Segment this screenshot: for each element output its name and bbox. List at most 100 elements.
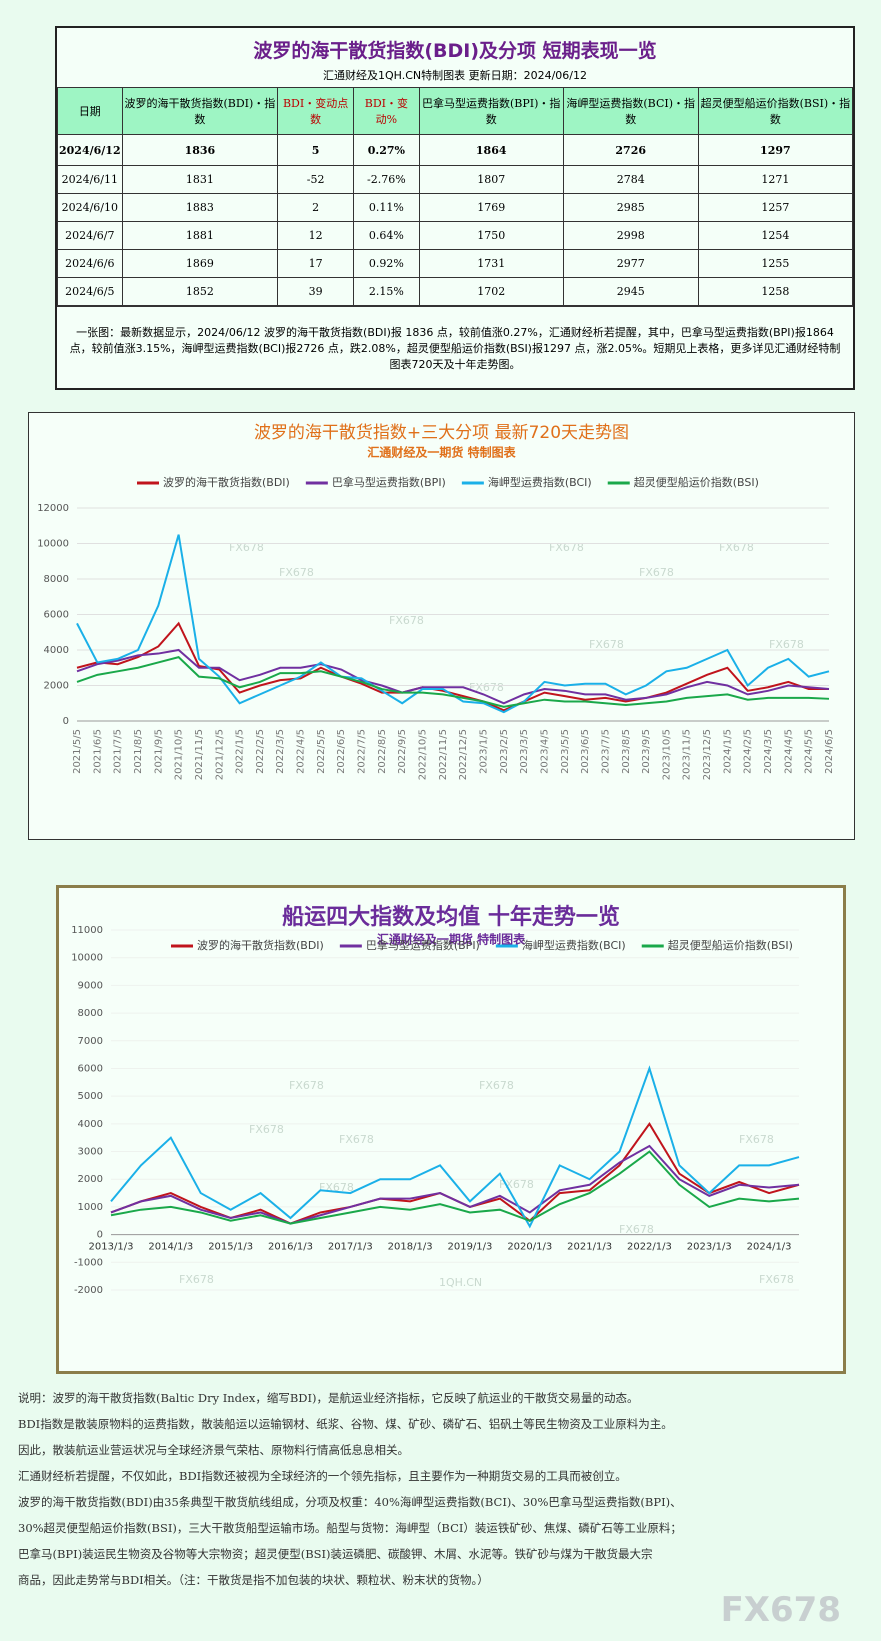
x-tick-label: 2023/6/5 xyxy=(580,729,591,774)
x-tick-label: 2024/6/5 xyxy=(824,729,835,774)
y-tick-label: 12000 xyxy=(37,503,69,514)
table-cell: 2024/6/5 xyxy=(57,277,123,306)
watermark: FX678 xyxy=(249,1123,284,1136)
x-tick-label: 2023/4/5 xyxy=(539,729,550,774)
table-cell: 2024/6/10 xyxy=(57,193,123,222)
note-line: 30%超灵便型船运价指数(BSI)，三大干散货船型运输市场。船型与货物：海岬型（… xyxy=(18,1521,682,1535)
column-header: 波罗的海干散货指数(BDI)・指数 xyxy=(121,87,279,135)
x-tick-label: 2024/1/3 xyxy=(747,1242,792,1253)
watermark: FX678 xyxy=(739,1133,774,1146)
legend-label: 海岬型运费指数(BCI) xyxy=(522,938,626,952)
table-cell: 0.64% xyxy=(353,221,420,250)
note-line: 说明：波罗的海干散货指数(Baltic Dry Index，缩写BDI)，是航运… xyxy=(18,1391,639,1405)
note-line: 汇通财经析若提醒，不仅如此，BDI指数还被视为全球经济的一个领先指标，且主要作为… xyxy=(18,1469,627,1483)
note-line: 巴拿马(BPI)装运民生物资及谷物等大宗物资；超灵便型(BSI)装运磷肥、碳酸钾… xyxy=(18,1547,653,1561)
table-row: 2024/6/11 1831 -52 -2.76% 1807 2784 1271 xyxy=(57,165,854,194)
y-tick-label: 9000 xyxy=(78,980,103,991)
x-tick-label: 2021/5/5 xyxy=(72,729,83,774)
table-cell: 2.15% xyxy=(353,277,420,306)
table-cell: 1255 xyxy=(697,249,854,278)
x-tick-label: 2021/8/5 xyxy=(133,729,144,774)
table-cell: 1836 xyxy=(121,134,279,166)
chart-title: 船运四大指数及均值 十年走势一览 xyxy=(282,904,620,930)
x-tick-label: 2023/7/5 xyxy=(600,729,611,774)
table-row: 2024/6/5 1852 39 2.15% 1702 2945 1258 xyxy=(57,277,854,306)
x-tick-label: 2022/2/5 xyxy=(255,729,266,774)
y-tick-label: 8000 xyxy=(78,1008,103,1019)
watermark: FX678 xyxy=(759,1273,794,1286)
series-line xyxy=(110,1065,800,1229)
table-cell: 1258 xyxy=(697,277,854,306)
y-tick-label: 10000 xyxy=(37,539,69,550)
y-tick-label: 8000 xyxy=(44,574,69,585)
brand-watermark: FX678 xyxy=(720,1590,841,1630)
x-tick-label: 2022/12/5 xyxy=(458,729,469,780)
x-tick-label: 2023/1/3 xyxy=(687,1242,732,1253)
x-tick-label: 2023/3/5 xyxy=(519,729,530,774)
table-cell: 2726 xyxy=(562,134,699,166)
chart-box: 船运四大指数及均值 十年走势一览 汇通财经及一期货 特制图表 FX678 FX678 F… xyxy=(56,885,846,1374)
note-line: 商品，因此走势常与BDI相关。（注：干散货是指不加包装的块状、颗粒状、粉末状的货… xyxy=(18,1573,489,1587)
table-cell: 2024/6/11 xyxy=(57,165,123,194)
series-line xyxy=(76,621,829,712)
table-cell: 1254 xyxy=(697,221,854,250)
y-tick-label: 4000 xyxy=(44,645,69,656)
y-tick-label: 5000 xyxy=(78,1091,103,1102)
table-cell: 2998 xyxy=(562,221,699,250)
legend-label: 海岬型运费指数(BCI) xyxy=(488,475,592,489)
y-tick-label: 1000 xyxy=(78,1202,103,1213)
x-tick-label: 2022/4/5 xyxy=(296,729,307,774)
x-tick-label: 2022/1/3 xyxy=(627,1242,672,1253)
x-tick-label: 2023/9/5 xyxy=(641,729,652,774)
x-tick-label: 2021/10/5 xyxy=(174,729,185,780)
watermark: FX678 xyxy=(179,1273,214,1286)
x-tick-label: 2023/12/5 xyxy=(702,729,713,780)
table-cell: 2977 xyxy=(562,249,699,278)
legend-label: 波罗的海干散货指数(BDI) xyxy=(197,938,324,952)
y-tick-label: 6000 xyxy=(44,610,69,621)
table-cell: -2.76% xyxy=(353,165,420,194)
x-tick-label: 2015/1/3 xyxy=(208,1242,253,1253)
x-tick-label: 2022/10/5 xyxy=(418,729,429,780)
watermark: FX678 xyxy=(289,1079,324,1092)
x-tick-label: 2014/1/3 xyxy=(148,1242,193,1253)
column-header: 巴拿马型运费指数(BPI)・指数 xyxy=(418,87,564,135)
x-tick-label: 2023/11/5 xyxy=(682,729,693,780)
column-header: 超灵便型船运价指数(BSI)・指数 xyxy=(697,87,854,135)
x-tick-label: 2024/5/5 xyxy=(804,729,815,774)
summary-table: 日期 波罗的海干散货指数(BDI)・指数 BDI・变动点数 BDI・变动% 巴拿马型运费… xyxy=(57,87,854,306)
chart-title: 波罗的海干散货指数+三大分项 最新720天走势图 xyxy=(254,423,629,443)
watermark: FX678 xyxy=(619,1223,654,1236)
x-tick-label: 2024/3/5 xyxy=(763,729,774,774)
x-tick-label: 2023/2/5 xyxy=(499,729,510,774)
note-line: 因此，散装航运业营运状况与全球经济景气荣枯、原物料行情高低息息相关。 xyxy=(18,1443,409,1457)
x-tick-label: 2024/4/5 xyxy=(783,729,794,774)
series-line xyxy=(76,648,830,705)
table-cell: 2945 xyxy=(562,277,699,306)
table-title: 波罗的海干散货指数(BDI)及分项 短期表现一览 xyxy=(253,40,657,62)
x-tick-label: 2021/6/5 xyxy=(92,729,103,774)
table-row: 2024/6/10 1883 2 0.11% 1769 2985 1257 xyxy=(57,193,854,222)
column-header: 海岬型运费指数(BCI)・指数 xyxy=(562,87,699,135)
table-subtitle: 汇通财经及1QH.CN特制图表 更新日期：2024/06/12 xyxy=(322,69,588,82)
legend-label: 超灵便型船运价指数(BSI) xyxy=(668,938,793,952)
x-tick-label: 2022/6/5 xyxy=(336,729,347,774)
column-header: BDI・变动点数 xyxy=(277,87,355,135)
table-cell: 12 xyxy=(277,221,355,250)
table-cell: 5 xyxy=(277,134,355,166)
source-watermark: 1QH.CN xyxy=(439,1276,482,1289)
table-row: 2024/6/12 1836 5 0.27% 1864 2726 1297 xyxy=(57,134,854,166)
watermark: FX678 xyxy=(639,566,674,579)
table-cell: 2024/6/6 xyxy=(57,249,123,278)
column-header: BDI・变动% xyxy=(353,87,420,135)
x-tick-label: 2024/2/5 xyxy=(743,729,754,774)
y-tick-label: 3000 xyxy=(78,1147,103,1158)
x-tick-label: 2018/1/3 xyxy=(388,1242,433,1253)
watermark: FX678 xyxy=(719,541,754,554)
x-tick-label: 2021/12/5 xyxy=(214,729,225,780)
table-cell: 1864 xyxy=(418,134,564,166)
x-tick-label: 2022/3/5 xyxy=(275,729,286,774)
y-tick-label: 11000 xyxy=(71,925,103,936)
legend-label: 波罗的海干散货指数(BDI) xyxy=(163,475,290,489)
